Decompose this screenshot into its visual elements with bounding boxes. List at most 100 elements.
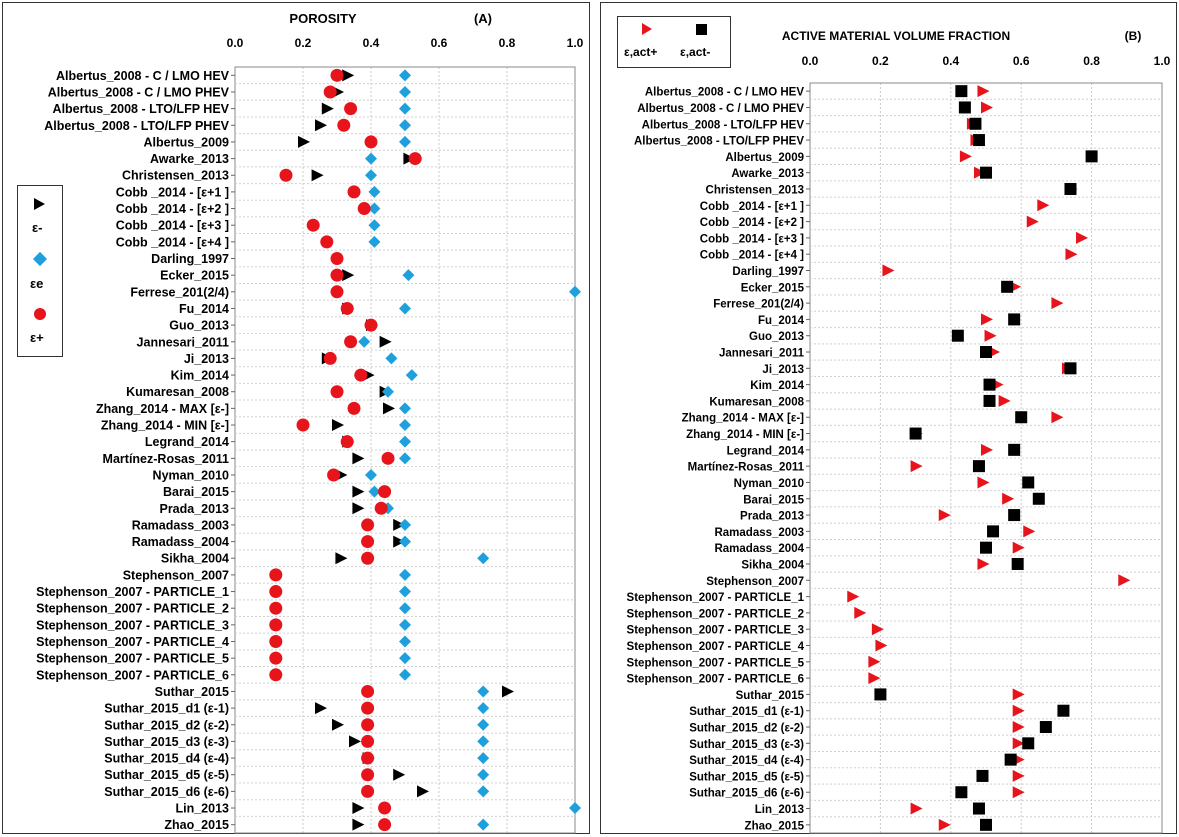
data-point-circle <box>361 751 375 765</box>
data-point-circle <box>347 185 361 199</box>
data-point-diamond <box>365 169 377 182</box>
category-label: Albertus_2008 - LTO/LFP HEV <box>53 102 230 116</box>
category-label: Zhang_2014 - MIN [ε-] <box>686 429 804 441</box>
data-point-square <box>1008 443 1021 456</box>
category-label: Sikha_2004 <box>741 559 804 571</box>
data-point-triangle <box>332 419 344 432</box>
category-label: Albertus_2008 - LTO/LFP PHEV <box>634 136 804 148</box>
data-point-diamond <box>368 485 381 498</box>
x-tick-label: 0.8 <box>499 36 516 50</box>
data-point-triangle <box>315 702 327 715</box>
data-point-triangle <box>1076 231 1089 244</box>
data-point-square <box>1008 509 1021 522</box>
category-label: Awarke_2013 <box>731 168 804 180</box>
category-label: Stephenson_2007 - PARTICLE_2 <box>36 602 229 616</box>
category-label: Awarke_2013 <box>150 152 229 166</box>
data-point-circle <box>327 468 341 482</box>
legend: ε,act+ ε,act- <box>617 16 731 68</box>
data-point-square <box>1064 362 1077 375</box>
data-point-diamond <box>569 285 581 298</box>
data-point-circle <box>296 418 310 432</box>
category-label: Kim_2014 <box>750 380 804 392</box>
data-point-triangle <box>332 718 344 731</box>
category-label: Stephenson_2007 - PARTICLE_3 <box>36 618 229 632</box>
data-point-square <box>909 427 922 440</box>
data-point-diamond <box>399 602 411 615</box>
data-point-circle <box>330 268 344 282</box>
data-point-triangle <box>977 557 990 570</box>
data-point-square <box>980 541 992 554</box>
data-point-triangle <box>1012 688 1025 701</box>
data-point-circle <box>269 585 283 599</box>
category-label: Albertus_2008 - LTO/LFP HEV <box>642 119 805 131</box>
category-label: Zhao_2015 <box>164 818 229 832</box>
category-label: Zhang_2014 - MAX [ε-] <box>682 413 805 425</box>
data-point-circle <box>381 451 395 465</box>
category-label: Suthar_2015 <box>736 690 805 702</box>
data-point-triangle <box>938 818 951 831</box>
category-label: Ferrese_201(2/4) <box>130 285 229 299</box>
data-point-circle <box>344 102 358 116</box>
category-label: Christensen_2013 <box>122 169 229 183</box>
category-label: Stephenson_2007 - PARTICLE_1 <box>627 592 805 604</box>
data-point-circle <box>361 718 375 732</box>
data-point-square <box>1008 313 1021 326</box>
data-point-circle <box>269 651 283 665</box>
data-point-triangle <box>854 606 867 619</box>
data-point-diamond <box>477 552 490 565</box>
data-point-circle <box>340 435 354 449</box>
data-point-diamond <box>477 735 490 748</box>
data-point-circle <box>323 351 337 365</box>
category-label: Suthar_2015_d4 (ε-4) <box>689 755 804 767</box>
data-point-triangle <box>981 101 993 114</box>
data-point-triangle <box>981 443 993 456</box>
data-point-diamond <box>358 335 371 348</box>
category-label: Prada_2013 <box>740 511 804 523</box>
category-label: Ramadass_2003 <box>132 518 229 532</box>
data-point-square <box>983 378 996 391</box>
x-tick-label: 0.4 <box>363 36 380 50</box>
legend-label: ε,act- <box>680 45 711 59</box>
data-point-square <box>980 346 992 359</box>
data-point-diamond <box>477 718 490 731</box>
data-point-triangle <box>981 313 993 326</box>
data-point-triangle <box>938 509 951 522</box>
data-point-circle <box>330 285 344 299</box>
data-point-circle <box>340 301 354 315</box>
data-point-diamond <box>477 702 490 715</box>
triangle-marker-icon <box>642 23 652 35</box>
category-label: Stephenson_2007 - PARTICLE_6 <box>627 674 804 686</box>
data-point-triangle <box>352 452 365 465</box>
data-point-square <box>1085 150 1098 163</box>
category-label: Jannesari_2011 <box>137 335 229 349</box>
legend-label: εe <box>30 276 44 291</box>
data-point-square <box>1022 737 1035 750</box>
chart-title: ACTIVE MATERIAL VOLUME FRACTION <box>782 29 1010 43</box>
panel-porosity: POROSITY (A) 0.0 0.2 0.4 0.6 0.8 1.0 Albertus_… <box>2 2 590 834</box>
data-point-diamond <box>399 102 411 115</box>
data-point-diamond <box>399 635 411 648</box>
category-label: Albertus_2009 <box>725 152 804 164</box>
data-point-diamond <box>477 752 490 765</box>
category-label: Legrand_2014 <box>727 445 805 457</box>
x-tick-label: 0.0 <box>802 54 819 68</box>
category-label: Kumaresan_2008 <box>709 396 804 408</box>
category-label: Kim_2014 <box>171 369 229 383</box>
data-point-square <box>1057 704 1070 717</box>
category-label: Zhao_2015 <box>745 820 805 832</box>
data-point-diamond <box>399 585 411 598</box>
data-point-triangle <box>417 785 429 798</box>
data-point-triangle <box>342 69 355 82</box>
data-point-triangle <box>1118 574 1131 587</box>
data-point-square <box>958 101 971 114</box>
data-point-square <box>955 85 968 98</box>
category-label: Lin_2013 <box>755 804 804 816</box>
data-point-circle <box>361 535 375 549</box>
data-point-square <box>983 394 996 407</box>
data-point-square <box>874 688 887 701</box>
data-point-diamond <box>477 818 490 831</box>
data-point-diamond <box>368 235 381 248</box>
category-label: Prada_2013 <box>159 502 229 516</box>
x-tick-label: 0.6 <box>431 36 448 50</box>
data-point-diamond <box>368 219 381 232</box>
